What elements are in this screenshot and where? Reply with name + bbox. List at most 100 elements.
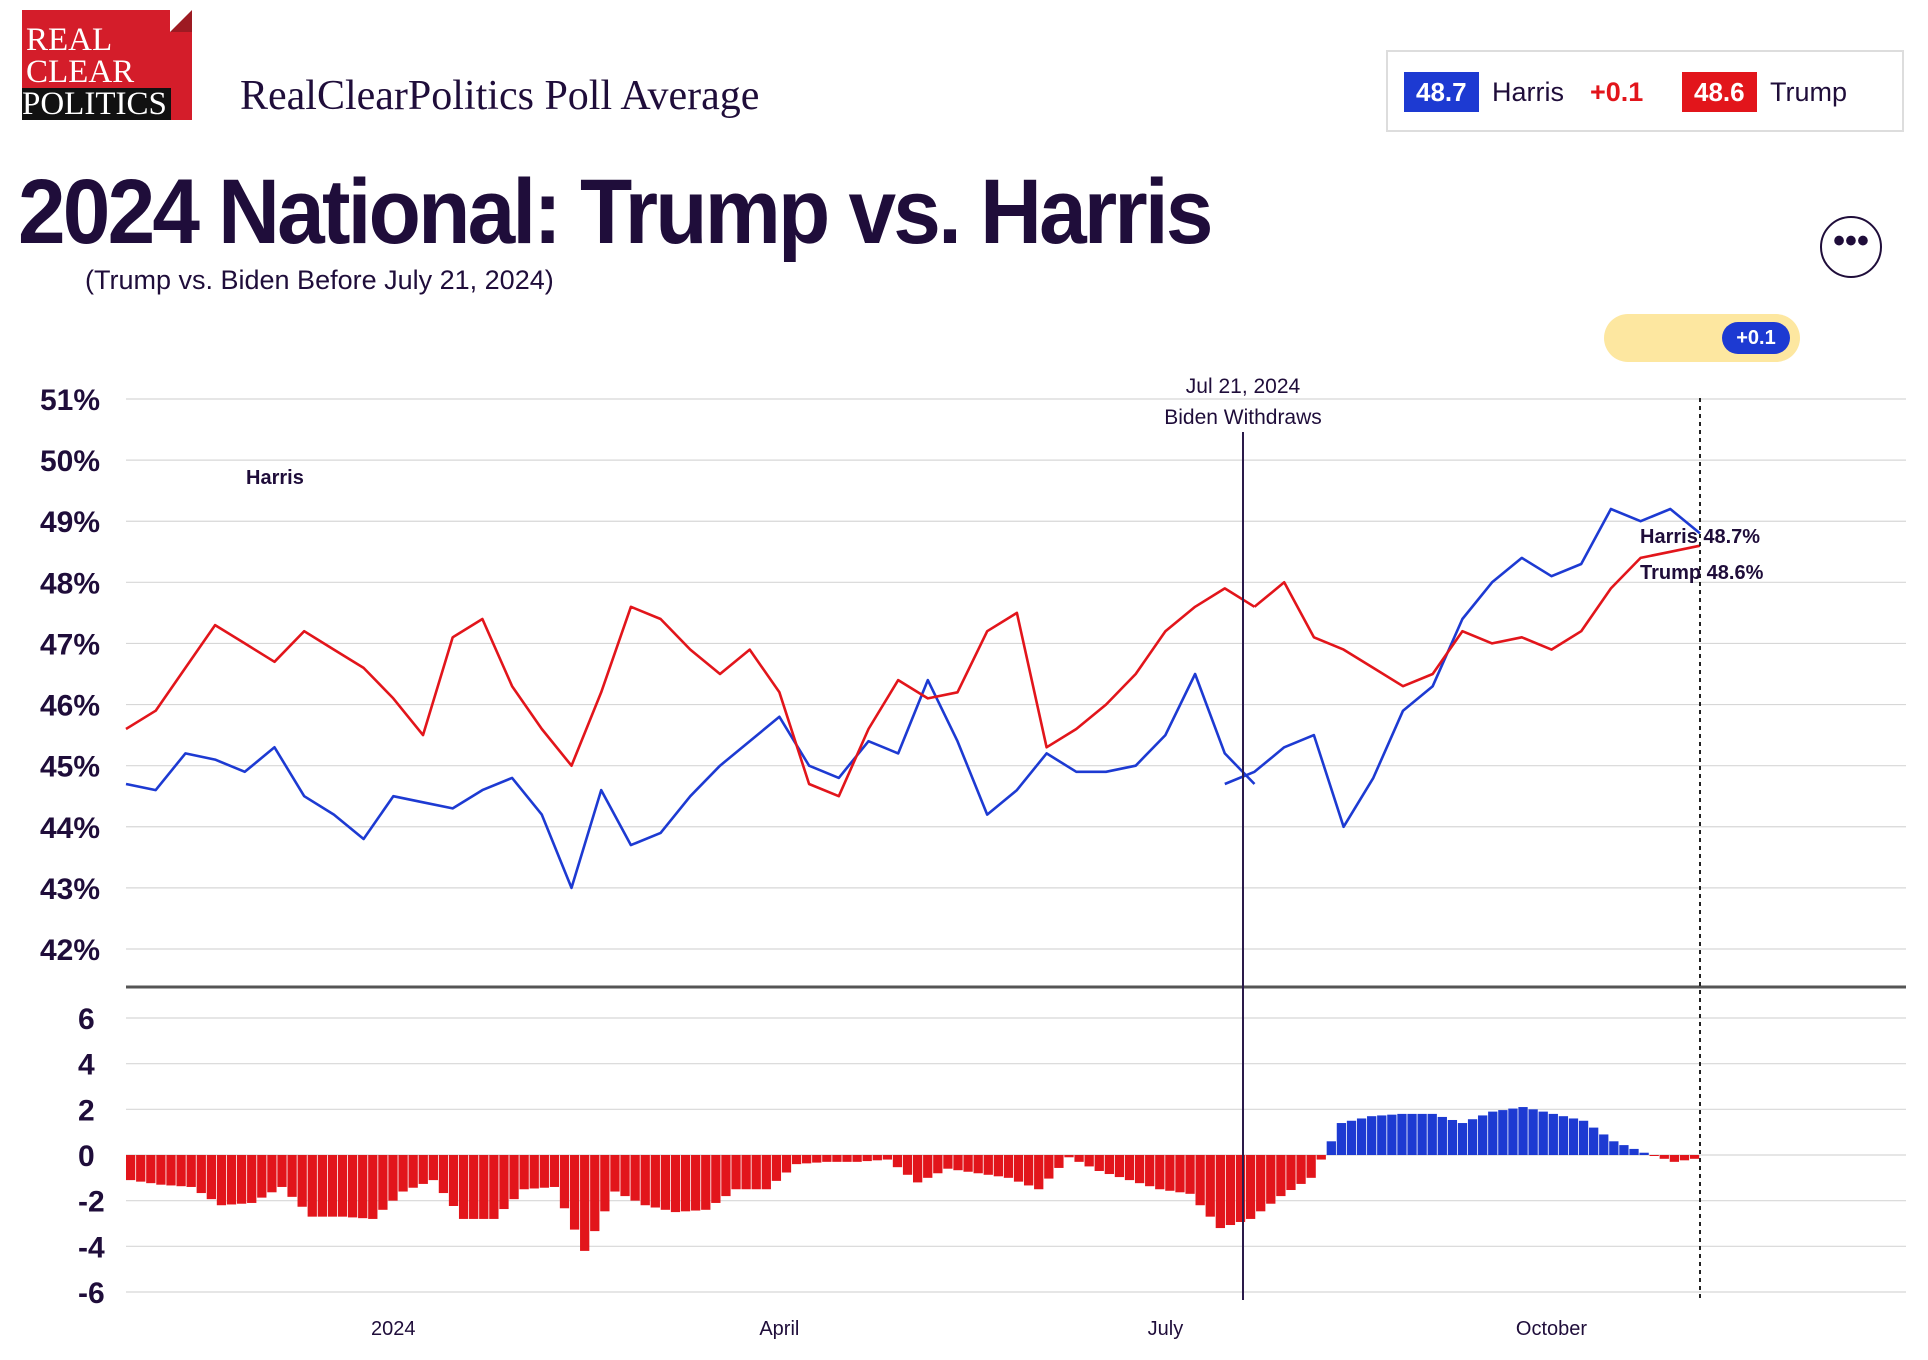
spread-bar xyxy=(1185,1155,1195,1194)
spread-bar xyxy=(913,1155,923,1183)
spread-bar xyxy=(1629,1148,1639,1155)
y-tick-label: 46% xyxy=(40,690,100,723)
spread-bar xyxy=(1266,1155,1276,1204)
spread-bar xyxy=(933,1155,943,1174)
series-label-harris: Harris xyxy=(246,467,304,489)
spread-bar xyxy=(458,1155,469,1219)
spread-bar xyxy=(1679,1155,1690,1161)
spread-bar xyxy=(1013,1155,1024,1182)
spread-bar xyxy=(529,1155,539,1189)
spread-bar xyxy=(1397,1113,1407,1155)
spread-bar xyxy=(307,1155,317,1217)
spread-bar xyxy=(862,1155,872,1162)
spread-bar xyxy=(1306,1155,1316,1178)
spread-bar xyxy=(146,1155,156,1184)
spread-bar xyxy=(368,1155,378,1219)
spread-bar xyxy=(1649,1155,1659,1156)
trump-legend-name: Trump xyxy=(1770,77,1848,107)
x-tick-label: July xyxy=(1148,1318,1184,1340)
spread-bar xyxy=(257,1155,267,1198)
spread-bar xyxy=(1175,1155,1185,1193)
spread-bar xyxy=(680,1155,691,1212)
spread-bar xyxy=(882,1155,893,1160)
spread-tick-label: 2 xyxy=(78,1094,95,1127)
spread-bar xyxy=(267,1155,277,1193)
series-line xyxy=(125,672,1256,890)
spread-bar xyxy=(852,1155,862,1162)
poll-average-chart: 51% 50% 49% 48% 47% 46% 45% 44% 43% 42% 6 4 2 0 -2 -4 -6… xyxy=(40,375,1906,1340)
spread-bar xyxy=(1054,1155,1064,1168)
spread-bar xyxy=(539,1155,549,1188)
more-options-button[interactable]: ••• xyxy=(1820,216,1882,278)
spread-bar xyxy=(1195,1155,1205,1206)
spread-bar xyxy=(519,1155,529,1190)
spread-bar xyxy=(953,1155,963,1171)
spread-bar xyxy=(791,1155,802,1165)
spread-bar xyxy=(1316,1155,1326,1160)
spread-bar xyxy=(418,1155,428,1184)
spread-bar xyxy=(196,1155,206,1194)
event-date-label: Jul 21, 2024 xyxy=(1186,375,1301,398)
logo-line-2: CLEAR xyxy=(26,54,135,90)
spread-bar xyxy=(347,1155,358,1218)
spread-bar xyxy=(1165,1155,1175,1191)
spread-bar xyxy=(287,1155,297,1197)
harris-legend-name: Harris xyxy=(1492,77,1564,107)
spread-bar xyxy=(499,1155,509,1210)
logo-fold xyxy=(170,10,192,32)
logo-line-1: REAL xyxy=(26,22,113,58)
spread-bar xyxy=(1427,1113,1437,1155)
spread-bar xyxy=(1558,1116,1569,1155)
spread-bar xyxy=(317,1155,327,1217)
y-tick-label: 42% xyxy=(40,934,100,967)
spread-bar xyxy=(277,1155,287,1187)
spread-bar xyxy=(559,1155,570,1209)
spread-bar xyxy=(610,1155,620,1192)
spread-bar xyxy=(1023,1155,1034,1186)
spread-bar xyxy=(166,1155,176,1186)
spread-bar xyxy=(892,1155,903,1168)
spread-bar xyxy=(1488,1111,1498,1155)
spread-bar xyxy=(1508,1108,1518,1155)
spread-bar xyxy=(1205,1155,1215,1217)
y-tick-label: 45% xyxy=(40,751,100,784)
spread-bar xyxy=(923,1155,933,1178)
spread-bar xyxy=(1568,1118,1579,1155)
spread-bar xyxy=(297,1155,307,1207)
harris-value-chip: 48.7 xyxy=(1404,72,1479,112)
spread-bar xyxy=(1215,1155,1225,1229)
spread-bar xyxy=(1104,1155,1114,1175)
spread-bar xyxy=(1659,1155,1669,1159)
event-text-label: Biden Withdraws xyxy=(1164,406,1322,429)
spread-bar xyxy=(1467,1119,1478,1155)
spread-bar xyxy=(1084,1155,1094,1167)
spread-bar xyxy=(1528,1109,1538,1155)
spread-indicator: +0.1 xyxy=(1604,314,1800,362)
spread-bar xyxy=(761,1155,771,1190)
spread-bar xyxy=(1437,1116,1447,1155)
spread-bar xyxy=(126,1155,136,1181)
spread-bar xyxy=(660,1155,671,1210)
spread-bar xyxy=(842,1155,852,1162)
spread-tick-label: -2 xyxy=(78,1186,105,1219)
spread-bar xyxy=(751,1155,761,1190)
x-tick-label: April xyxy=(759,1318,799,1340)
trump-value-chip: 48.6 xyxy=(1682,72,1757,112)
spread-bar xyxy=(569,1155,580,1230)
y-tick-label: 48% xyxy=(40,567,100,600)
spread-bar xyxy=(711,1155,721,1203)
spread-bar xyxy=(247,1155,257,1203)
spread-bar xyxy=(1387,1114,1397,1155)
rcp-logo[interactable]: REAL CLEAR POLITICS xyxy=(22,10,192,120)
series-lines xyxy=(125,507,1701,890)
spread-bar xyxy=(1538,1111,1548,1155)
spread-bar xyxy=(802,1155,812,1164)
spread-bar xyxy=(1003,1155,1014,1178)
legend-box: 48.7 Harris +0.1 48.6 Trump xyxy=(1386,50,1904,132)
spread-bar xyxy=(590,1155,600,1232)
spread-bar xyxy=(1245,1155,1256,1219)
spread-bar xyxy=(731,1155,741,1190)
spread-bar xyxy=(741,1155,751,1190)
spread-bar xyxy=(1578,1120,1589,1155)
spread-bar xyxy=(1498,1110,1508,1155)
